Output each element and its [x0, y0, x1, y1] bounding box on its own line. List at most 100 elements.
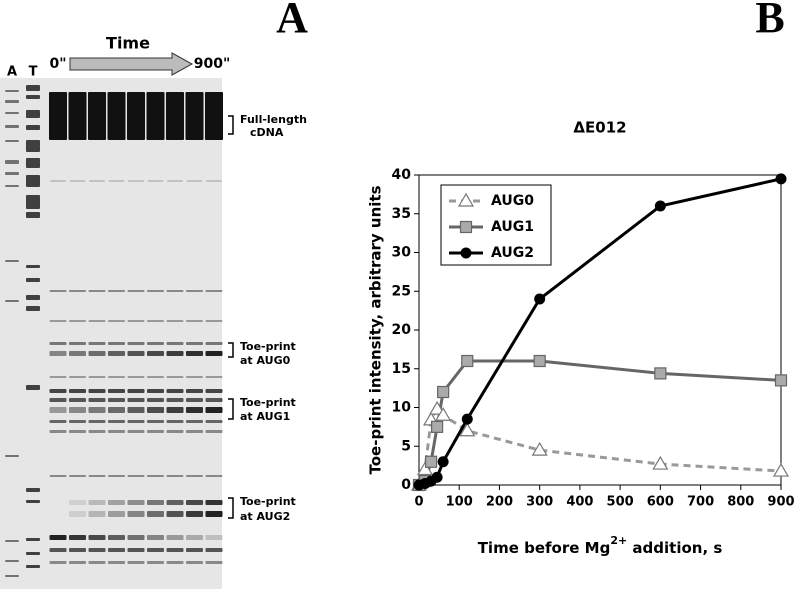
- bracket: [228, 398, 234, 420]
- gel-band: [166, 500, 184, 505]
- gel-band: [166, 389, 184, 393]
- y-tick-label: 40: [392, 167, 412, 183]
- y-tick-label: 10: [392, 400, 412, 416]
- gel-band: [88, 561, 106, 564]
- gel-band: [205, 320, 223, 322]
- brackets: [228, 115, 234, 519]
- marker: [654, 200, 666, 212]
- gel-band: [88, 511, 106, 517]
- gel-band: [147, 398, 164, 402]
- gel-band: [49, 290, 67, 292]
- gel-band: [26, 488, 40, 492]
- gel-band: [69, 561, 86, 564]
- gel-band: [146, 92, 165, 140]
- gel-band: [166, 342, 184, 345]
- gel-band: [49, 320, 67, 322]
- gel-band: [108, 535, 125, 540]
- gel-band: [127, 376, 145, 378]
- marker: [654, 367, 667, 380]
- gel-band: [26, 195, 40, 209]
- y-axis-label: Toe-print intensity, arbitrary units: [367, 185, 385, 474]
- gel-band: [49, 548, 67, 552]
- gel-band: [108, 430, 125, 433]
- y-tick-label: 0: [401, 477, 411, 493]
- marker: [772, 462, 790, 477]
- gel-band: [147, 535, 164, 540]
- x-tick-label: 100: [446, 495, 473, 510]
- marker: [652, 455, 669, 470]
- gel-band: [127, 389, 145, 393]
- gel-band: [49, 407, 67, 413]
- gel-band: [166, 351, 184, 356]
- gel-band: [127, 561, 145, 564]
- gel-band: [147, 548, 164, 552]
- marker: [424, 455, 438, 468]
- y-tick-label: 15: [392, 361, 411, 377]
- lane-label: T: [29, 65, 38, 80]
- gel-label: cDNA: [250, 126, 284, 139]
- gel-band: [127, 290, 145, 292]
- gel-band: [88, 320, 106, 322]
- gel-band: [26, 385, 40, 390]
- gel-band: [166, 92, 184, 140]
- gel-band: [127, 351, 145, 356]
- gel-band: [127, 548, 145, 552]
- gel-band: [26, 175, 40, 187]
- marker: [431, 471, 443, 483]
- gel-band: [205, 548, 223, 552]
- gel-band: [69, 420, 86, 423]
- gel-band: [205, 407, 223, 413]
- series-line: [417, 406, 782, 486]
- gel-band: [127, 420, 145, 423]
- gel-band: [186, 430, 203, 433]
- gel-band: [5, 112, 19, 114]
- gel-band: [147, 475, 164, 477]
- gel-band: [127, 430, 145, 433]
- gel-band: [166, 320, 184, 322]
- x-tick-label: 900: [767, 495, 794, 510]
- gel-band: [147, 420, 164, 423]
- gel-band: [166, 548, 184, 552]
- gel-band: [127, 92, 145, 140]
- bracket: [228, 497, 234, 519]
- gel-band: [88, 420, 106, 423]
- gel-band: [127, 511, 145, 517]
- time-arrow: [69, 52, 194, 76]
- gel-band: [166, 511, 184, 517]
- marker: [429, 400, 446, 415]
- gel-band: [49, 92, 67, 140]
- gel-band: [166, 376, 184, 378]
- x-label-suffix: addition, s: [627, 539, 722, 557]
- gel-band: [128, 180, 144, 182]
- gel-band: [166, 420, 184, 423]
- gel-band: [186, 180, 203, 182]
- gel-band: [205, 342, 223, 345]
- gel-band: [108, 420, 125, 423]
- gel-label: Toe-print: [240, 340, 296, 353]
- gel-band: [49, 398, 67, 402]
- gel-band: [69, 407, 86, 413]
- gel-band: [69, 511, 86, 517]
- gel-band: [88, 290, 106, 292]
- x-tick-label: 800: [727, 495, 754, 510]
- gel-band: [186, 398, 203, 402]
- gel-band: [127, 500, 145, 505]
- gel-band: [205, 561, 223, 564]
- gel-band: [147, 376, 164, 378]
- gel-band: [88, 430, 106, 433]
- x-tick-label: 500: [607, 495, 634, 510]
- gel-label: Full-length: [240, 113, 307, 126]
- gel-band: [88, 475, 106, 477]
- gel-band: [186, 475, 203, 477]
- gel-band: [108, 398, 125, 402]
- gel-band: [5, 160, 19, 164]
- gel-band: [166, 475, 184, 477]
- gel-band: [49, 420, 67, 423]
- gel-band: [147, 500, 164, 505]
- lane-label: A: [7, 65, 17, 80]
- gel-band: [166, 398, 184, 402]
- gel-band: [147, 351, 164, 356]
- gel-label: at AUG0: [240, 354, 291, 367]
- gel-band: [166, 290, 184, 292]
